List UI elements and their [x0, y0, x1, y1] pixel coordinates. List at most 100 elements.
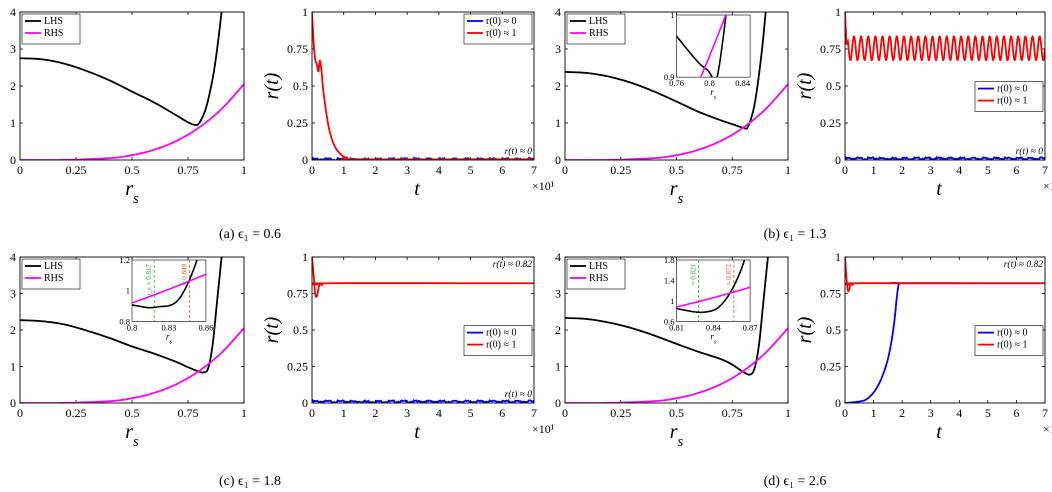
panel-d-left: 0 0.25 0.5 0.75 1 0 1 2 3 4 rs 0.81 0.84 0.87 0.6 1 1.4 1… — [555, 250, 791, 450]
legend-label: r(0) ≈ 0 — [997, 84, 1027, 95]
x-tick-label: 1 — [341, 406, 347, 420]
x-tick-label: 0.5 — [125, 163, 140, 177]
x-tick-label: 0.75 — [178, 163, 199, 177]
x-tick-label: 4 — [956, 163, 962, 177]
axes-frame — [564, 256, 789, 404]
y-tick-label: 0 — [555, 153, 561, 167]
x-tick-label: 2 — [899, 406, 905, 420]
x-axis-label: t — [936, 421, 942, 443]
inset-marker-label: ≈ 0.849 — [181, 264, 189, 286]
inset-y-tick-label: 1 — [126, 286, 130, 296]
legend-label: r(0) ≈ 1 — [486, 340, 516, 351]
legend-label: LHS — [589, 261, 608, 272]
x-tick-label: 0.5 — [125, 406, 140, 420]
y-tick-label: 0.75 — [287, 42, 308, 56]
series-line — [845, 12, 1045, 62]
y-tick-label: 3 — [10, 42, 16, 56]
x-tick-label: 0 — [842, 163, 848, 177]
x-tick-label: 7 — [1042, 406, 1048, 420]
legend-label: r(0) ≈ 0 — [486, 16, 516, 27]
inset-x-tick-label: 0.84 — [735, 78, 751, 88]
x-tick-label: 4 — [436, 163, 442, 177]
legend-box — [21, 258, 81, 290]
y-tick-label: 3 — [10, 287, 16, 301]
x-tick-label: 5 — [985, 406, 991, 420]
y-tick-label: 1 — [835, 5, 841, 19]
legend-label: r(0) ≈ 0 — [486, 328, 516, 339]
y-tick-label: 0.25 — [287, 116, 308, 130]
y-tick-label: 0 — [10, 153, 16, 167]
y-tick-label: 1 — [835, 250, 841, 264]
y-tick-label: 0.5 — [293, 79, 308, 93]
y-tick-label: 0.25 — [820, 360, 841, 374]
annotation: r(t) ≈ 0.82 — [1004, 259, 1044, 270]
x-tick-label: 0 — [562, 406, 568, 420]
y-tick-label: 1 — [10, 360, 16, 374]
inset-x-axis-label: rs — [710, 331, 717, 345]
axes-frame — [19, 256, 245, 404]
axes-frame — [844, 256, 1046, 404]
inset-x-tick-label: 0.84 — [706, 322, 722, 332]
inset-x-axis-label: rs — [166, 331, 173, 345]
series-group — [565, 12, 788, 160]
x-tick-label: 2 — [899, 163, 905, 177]
series-line — [20, 83, 244, 160]
inset-y-tick-label: 1.4 — [664, 275, 675, 285]
y-tick-label: 1 — [555, 116, 561, 130]
y-tick-label: 1 — [302, 250, 308, 264]
inset-y-tick-label: 1 — [670, 10, 674, 20]
series-group — [845, 12, 1045, 160]
x-tick-label: 7 — [531, 406, 537, 420]
inset-y-tick-label: 0.9 — [664, 72, 675, 82]
inset-y-tick-label: 0.8 — [119, 316, 130, 326]
x-tick-label: 1 — [341, 163, 347, 177]
x-tick-label: 2 — [372, 406, 378, 420]
series-line — [565, 83, 788, 160]
x-tick-label: 1 — [871, 163, 877, 177]
legend-box — [974, 325, 1044, 356]
x-tick-label: 1 — [871, 406, 877, 420]
inset-series-group: ≈ 0.821 ≈ 0.872 — [676, 260, 751, 322]
inset-y-tick-label: 0.6 — [664, 316, 675, 326]
legend-label: r(0) ≈ 1 — [997, 340, 1027, 351]
y-tick-label: 0 — [302, 153, 308, 167]
legend-box — [566, 13, 626, 45]
y-tick-label: 0.25 — [820, 116, 841, 130]
panel-a-right: 0 1 2 3 4 5 6 7 0 0.25 0.5 0.75 1 t r(t) ×10¹ r(t) ≈ 0 r(… — [261, 5, 555, 200]
y-tick-label: 0.25 — [287, 360, 308, 374]
annotation: r(t) ≈ 0.82 — [493, 259, 533, 270]
x-multiplier: ×10¹ — [532, 179, 555, 193]
x-axis-label: t — [414, 178, 420, 200]
x-tick-label: 0 — [309, 163, 315, 177]
inset-marker-label: ≈ 0.872 — [725, 264, 733, 286]
inset-marker-label: ≈ 0.821 — [690, 264, 698, 286]
x-multiplier: ×10¹ — [532, 422, 555, 436]
y-tick-label: 3 — [555, 287, 561, 301]
y-tick-label: 0 — [10, 396, 16, 410]
x-tick-label: 1 — [241, 406, 247, 420]
y-tick-label: 4 — [555, 250, 561, 264]
inset-y-tick-label: 1.2 — [119, 255, 130, 265]
legend-label: RHS — [589, 273, 608, 284]
y-tick-label: 0.75 — [287, 287, 308, 301]
y-axis-label: r(t) — [794, 72, 816, 99]
series-line — [565, 12, 767, 130]
x-tick-label: 6 — [1013, 406, 1019, 420]
caption-b: (b) ϵ₁ = 1.3 — [764, 227, 827, 242]
x-tick-label: 5 — [468, 406, 474, 420]
inset-x-tick-label: 0.8 — [127, 322, 138, 332]
inset-series-line — [676, 286, 751, 308]
x-tick-label: 5 — [985, 163, 991, 177]
x-axis-label: rs — [125, 421, 139, 450]
axes-frame — [844, 11, 1046, 161]
x-tick-label: 0.75 — [722, 406, 743, 420]
inset-marker-label: r_s ≈ 0.817 — [145, 264, 153, 296]
y-tick-label: 0.75 — [820, 287, 841, 301]
x-axis-label: rs — [670, 178, 684, 207]
legend-label: RHS — [44, 28, 63, 39]
x-tick-label: 5 — [468, 163, 474, 177]
y-tick-label: 0.5 — [826, 79, 841, 93]
inset-x-tick-label: 0.86 — [198, 322, 213, 332]
x-multiplier: ×10¹ — [1043, 179, 1052, 193]
